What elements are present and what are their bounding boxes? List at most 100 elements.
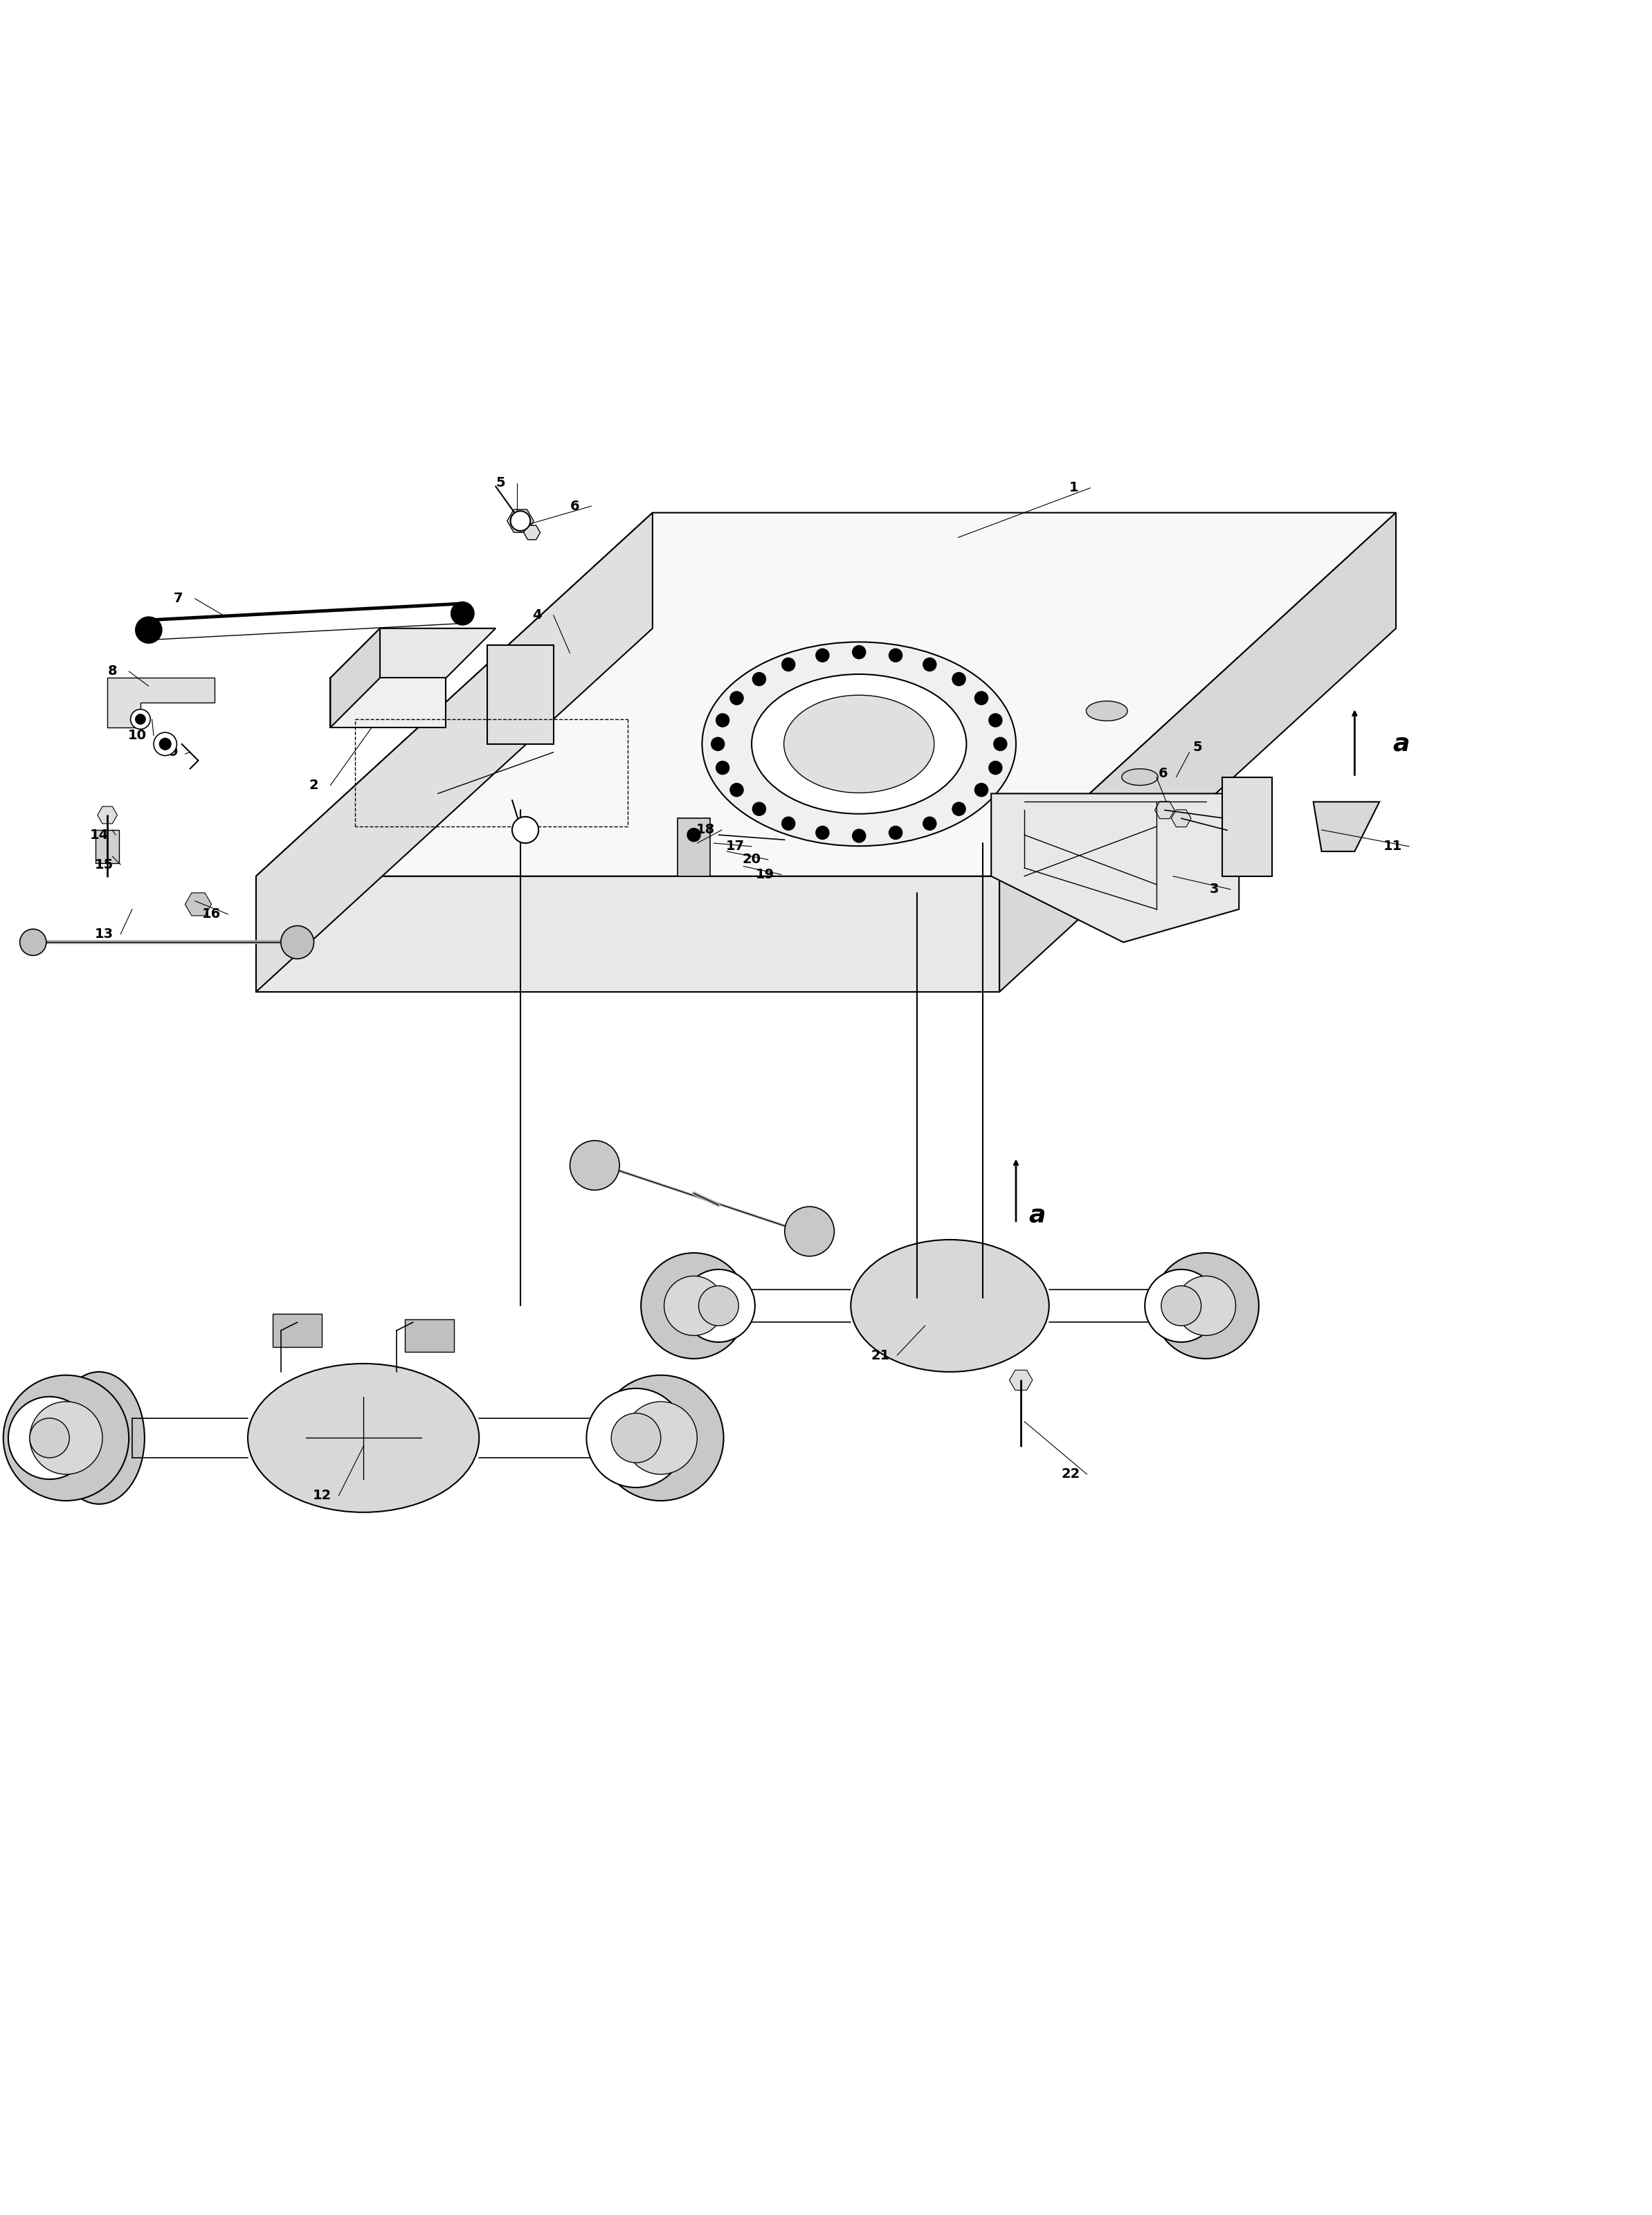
Text: a: a (1029, 1203, 1046, 1227)
Circle shape (1161, 1285, 1201, 1327)
Polygon shape (1313, 802, 1379, 851)
Polygon shape (107, 678, 215, 727)
Bar (273, 1313, 322, 1347)
Text: 6: 6 (1158, 766, 1168, 780)
Polygon shape (97, 806, 117, 824)
Circle shape (510, 512, 530, 532)
Polygon shape (1155, 802, 1175, 820)
Text: 19: 19 (755, 868, 775, 882)
Ellipse shape (1122, 769, 1158, 786)
Circle shape (135, 713, 145, 724)
Bar (405, 1318, 454, 1351)
Ellipse shape (752, 673, 966, 813)
Circle shape (753, 673, 767, 687)
Polygon shape (256, 512, 1396, 877)
Circle shape (451, 602, 474, 625)
Circle shape (990, 762, 1003, 775)
Circle shape (135, 616, 162, 642)
Circle shape (641, 1254, 747, 1358)
Ellipse shape (851, 1240, 1049, 1371)
Polygon shape (487, 645, 553, 744)
Ellipse shape (53, 1371, 144, 1504)
Circle shape (889, 649, 902, 662)
Text: 8: 8 (107, 664, 117, 678)
Circle shape (570, 1141, 620, 1189)
Circle shape (1153, 1254, 1259, 1358)
Circle shape (8, 1398, 91, 1480)
Text: 3: 3 (1209, 884, 1219, 897)
Polygon shape (507, 509, 534, 532)
Text: 16: 16 (202, 908, 221, 921)
Circle shape (852, 828, 866, 842)
Circle shape (664, 1276, 724, 1336)
Polygon shape (330, 629, 380, 727)
Circle shape (952, 802, 965, 815)
Polygon shape (185, 893, 211, 915)
Text: 14: 14 (89, 828, 109, 842)
Circle shape (923, 658, 937, 671)
Circle shape (889, 826, 902, 839)
Circle shape (512, 817, 539, 844)
Circle shape (30, 1418, 69, 1457)
Polygon shape (1171, 811, 1191, 826)
Circle shape (281, 926, 314, 959)
Circle shape (30, 1402, 102, 1475)
Text: 7: 7 (173, 591, 183, 605)
Circle shape (952, 673, 965, 687)
Text: 1: 1 (1069, 481, 1079, 494)
Text: 21: 21 (871, 1349, 890, 1362)
Text: 9: 9 (169, 746, 178, 760)
Ellipse shape (702, 642, 1016, 846)
Polygon shape (256, 877, 999, 992)
Polygon shape (999, 512, 1396, 992)
Circle shape (923, 817, 937, 831)
Circle shape (598, 1376, 724, 1502)
Text: 2: 2 (309, 780, 319, 793)
Polygon shape (1222, 777, 1272, 877)
Polygon shape (991, 793, 1239, 941)
Circle shape (3, 1376, 129, 1502)
Ellipse shape (1087, 700, 1128, 720)
Text: 4: 4 (532, 609, 542, 622)
Polygon shape (1009, 1371, 1032, 1391)
Text: 17: 17 (725, 839, 745, 853)
Circle shape (715, 762, 729, 775)
Circle shape (154, 733, 177, 755)
Circle shape (975, 784, 988, 797)
Ellipse shape (783, 696, 935, 793)
Polygon shape (524, 525, 540, 540)
Circle shape (131, 709, 150, 729)
Circle shape (159, 738, 172, 751)
Circle shape (816, 649, 829, 662)
Circle shape (699, 1285, 738, 1327)
Circle shape (781, 658, 795, 671)
Circle shape (1145, 1269, 1218, 1342)
Text: 13: 13 (94, 928, 114, 941)
Circle shape (781, 817, 795, 831)
Circle shape (710, 738, 724, 751)
Circle shape (586, 1389, 686, 1488)
Text: 5: 5 (496, 476, 506, 490)
Circle shape (730, 784, 743, 797)
Circle shape (1176, 1276, 1236, 1336)
Text: 12: 12 (312, 1488, 332, 1502)
Text: 11: 11 (1383, 839, 1403, 853)
Text: 5: 5 (1193, 740, 1203, 753)
Circle shape (990, 713, 1003, 727)
Text: 18: 18 (695, 824, 715, 837)
Circle shape (975, 691, 988, 704)
Text: 20: 20 (742, 853, 762, 866)
Circle shape (730, 691, 743, 704)
Text: 10: 10 (127, 729, 147, 742)
Polygon shape (330, 678, 446, 727)
Circle shape (624, 1402, 697, 1475)
Circle shape (611, 1413, 661, 1462)
Bar (96, 831, 119, 864)
Circle shape (785, 1207, 834, 1256)
Text: 22: 22 (1061, 1469, 1080, 1482)
Text: 15: 15 (94, 857, 114, 870)
Polygon shape (256, 512, 653, 992)
Circle shape (687, 828, 700, 842)
Circle shape (715, 713, 729, 727)
Text: a: a (1393, 733, 1409, 755)
